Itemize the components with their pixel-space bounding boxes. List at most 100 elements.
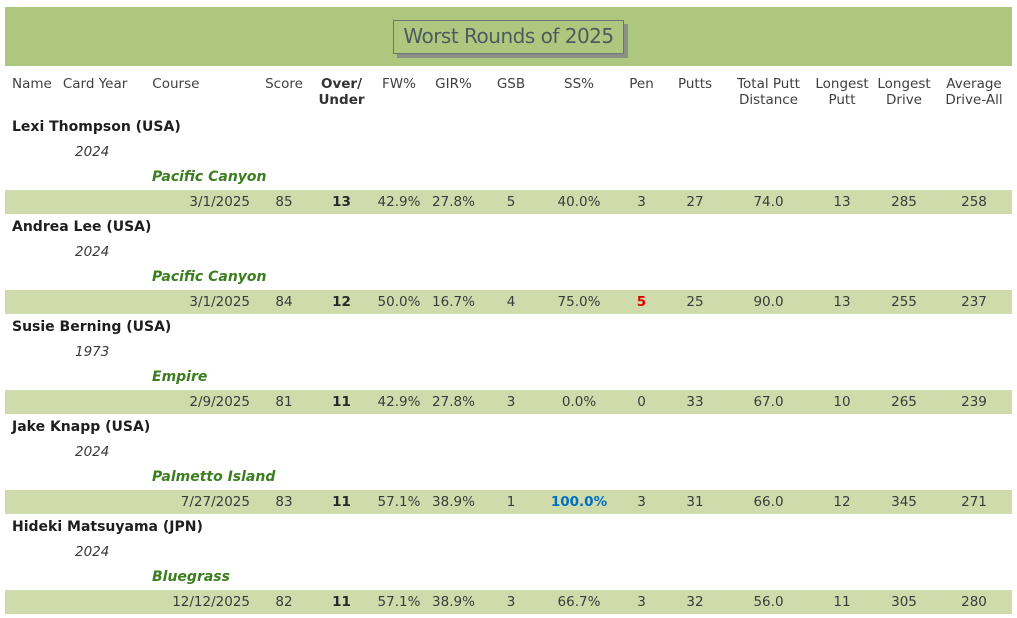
cell-putts: 27 xyxy=(686,194,704,210)
col-header-gir: GIR% xyxy=(435,76,472,92)
player-group: Lexi Thompson (USA) 2024 Pacific Canyon … xyxy=(5,115,1012,215)
cell-pen: 3 xyxy=(637,594,646,610)
cell-score: 82 xyxy=(275,594,293,610)
cell-score: 83 xyxy=(275,494,293,510)
col-header-longest-drive: Longest Drive xyxy=(877,76,931,108)
cell-ss: 75.0% xyxy=(557,294,601,310)
card-year: 2024 xyxy=(75,444,110,460)
cell-avg-drive-all: 258 xyxy=(961,194,987,210)
cell-gir: 27.8% xyxy=(432,394,475,410)
course-name: Pacific Canyon xyxy=(152,269,267,285)
cell-ss: 40.0% xyxy=(557,194,601,210)
cell-longest-putt: 11 xyxy=(833,594,851,610)
card-year: 2024 xyxy=(75,144,110,160)
cell-gir: 16.7% xyxy=(432,294,475,310)
cell-gsb: 5 xyxy=(506,194,516,210)
cell-fw: 57.1% xyxy=(377,494,421,510)
round-date: 2/9/2025 xyxy=(189,394,250,410)
round-date: 3/1/2025 xyxy=(189,294,250,310)
cell-over-under: 11 xyxy=(332,494,351,510)
round-row: 7/27/2025 83 11 57.1% 38.9% 1 100.0% 3 31 66.0 12… xyxy=(5,490,1012,514)
cell-putts: 25 xyxy=(686,294,704,310)
cell-over-under: 11 xyxy=(332,394,351,410)
cell-longest-drive: 255 xyxy=(891,294,917,310)
round-row: 2/9/2025 81 11 42.9% 27.8% 3 0.0% 0 33 67.0 10 265… xyxy=(5,390,1012,414)
cell-total-putt-distance: 74.0 xyxy=(753,194,784,210)
col-header-total-putt-distance: Total Putt Distance xyxy=(737,76,800,108)
cell-longest-putt: 12 xyxy=(833,494,851,510)
col-header-card-year: Card Year xyxy=(62,76,128,92)
cell-ss: 100.0% xyxy=(550,494,608,510)
col-header-over-under: Over/ Under xyxy=(318,76,365,108)
player-group: Andrea Lee (USA) 2024 Pacific Canyon 3/1… xyxy=(5,215,1012,315)
cell-longest-putt: 10 xyxy=(833,394,851,410)
round-date: 12/12/2025 xyxy=(172,594,250,610)
player-name: Andrea Lee (USA) xyxy=(12,219,152,235)
course-name: Empire xyxy=(152,369,208,385)
card-year: 2024 xyxy=(75,544,110,560)
player-group: Jake Knapp (USA) 2024 Palmetto Island 7/… xyxy=(5,415,1012,515)
cell-over-under: 12 xyxy=(332,294,351,310)
cell-gir: 38.9% xyxy=(432,594,475,610)
cell-total-putt-distance: 67.0 xyxy=(753,394,784,410)
course-name: Palmetto Island xyxy=(152,469,276,485)
player-group: Hideki Matsuyama (JPN) 2024 Bluegrass 12… xyxy=(5,515,1012,615)
cell-total-putt-distance: 66.0 xyxy=(753,494,784,510)
player-name: Hideki Matsuyama (JPN) xyxy=(12,519,203,535)
round-row: 12/12/2025 82 11 57.1% 38.9% 3 66.7% 3 32 56.0 11… xyxy=(5,590,1012,614)
cell-longest-putt: 13 xyxy=(833,194,851,210)
col-header-longest-putt: Longest Putt xyxy=(815,76,869,108)
cell-longest-drive: 345 xyxy=(891,494,917,510)
cell-total-putt-distance: 90.0 xyxy=(753,294,784,310)
card-year: 2024 xyxy=(75,244,110,260)
cell-ss: 66.7% xyxy=(557,594,601,610)
cell-over-under: 11 xyxy=(332,594,351,610)
cell-gsb: 4 xyxy=(506,294,516,310)
cell-total-putt-distance: 56.0 xyxy=(753,594,784,610)
cell-score: 84 xyxy=(275,294,293,310)
cell-gir: 27.8% xyxy=(432,194,475,210)
col-header-course: Course xyxy=(152,76,200,92)
cell-putts: 31 xyxy=(686,494,704,510)
col-header-putts: Putts xyxy=(677,76,713,92)
round-date: 7/27/2025 xyxy=(180,494,250,510)
cell-ss: 0.0% xyxy=(561,394,597,410)
round-row: 3/1/2025 85 13 42.9% 27.8% 5 40.0% 3 27 74.0 13 28… xyxy=(5,190,1012,214)
cell-pen: 0 xyxy=(637,394,646,410)
cell-longest-drive: 305 xyxy=(891,594,917,610)
col-header-ss: SS% xyxy=(564,76,594,92)
col-header-name: Name xyxy=(12,76,52,92)
player-group: Susie Berning (USA) 1973 Empire 2/9/2025… xyxy=(5,315,1012,415)
cell-gsb: 3 xyxy=(506,394,516,410)
cell-fw: 50.0% xyxy=(377,294,421,310)
cell-avg-drive-all: 280 xyxy=(961,594,987,610)
cell-avg-drive-all: 237 xyxy=(961,294,987,310)
player-groups: Lexi Thompson (USA) 2024 Pacific Canyon … xyxy=(5,115,1012,615)
cell-putts: 32 xyxy=(686,594,704,610)
col-header-fw: FW% xyxy=(382,76,416,92)
cell-gsb: 3 xyxy=(506,594,516,610)
player-name: Susie Berning (USA) xyxy=(12,319,172,335)
cell-over-under: 13 xyxy=(332,194,351,210)
card-year: 1973 xyxy=(75,344,110,360)
cell-pen: 3 xyxy=(637,494,646,510)
cell-fw: 57.1% xyxy=(377,594,421,610)
col-header-pen: Pen xyxy=(629,76,654,92)
round-date: 3/1/2025 xyxy=(189,194,250,210)
cell-fw: 42.9% xyxy=(377,194,421,210)
course-name: Bluegrass xyxy=(152,569,230,585)
cell-score: 81 xyxy=(275,394,293,410)
course-name: Pacific Canyon xyxy=(152,169,267,185)
cell-putts: 33 xyxy=(686,394,704,410)
col-header-gsb: GSB xyxy=(496,76,526,92)
column-header-row: Name Card Year Course Score Over/ Under FW% G… xyxy=(5,76,1012,108)
col-header-avg-drive-all: Average Drive-All xyxy=(945,76,1003,108)
cell-gir: 38.9% xyxy=(432,494,475,510)
report-title: Worst Rounds of 2025 xyxy=(393,19,624,54)
title-banner: Worst Rounds of 2025 xyxy=(5,7,1012,66)
cell-avg-drive-all: 271 xyxy=(961,494,987,510)
cell-gsb: 1 xyxy=(506,494,516,510)
cell-avg-drive-all: 239 xyxy=(961,394,987,410)
cell-fw: 42.9% xyxy=(377,394,421,410)
worst-rounds-report: Name Card Year Course Score Over/ Under FW% G… xyxy=(5,76,1012,615)
